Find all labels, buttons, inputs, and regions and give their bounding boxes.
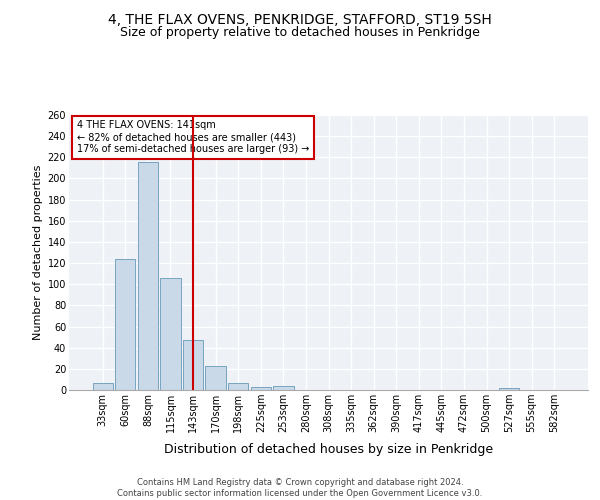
- Text: Size of property relative to detached houses in Penkridge: Size of property relative to detached ho…: [120, 26, 480, 39]
- Text: 4 THE FLAX OVENS: 141sqm
← 82% of detached houses are smaller (443)
17% of semi-: 4 THE FLAX OVENS: 141sqm ← 82% of detach…: [77, 120, 309, 154]
- Bar: [228, 382, 248, 390]
- Bar: [499, 388, 519, 390]
- Bar: [160, 278, 181, 390]
- Bar: [138, 162, 158, 390]
- Text: 4, THE FLAX OVENS, PENKRIDGE, STAFFORD, ST19 5SH: 4, THE FLAX OVENS, PENKRIDGE, STAFFORD, …: [108, 12, 492, 26]
- Bar: [205, 366, 226, 390]
- Text: Distribution of detached houses by size in Penkridge: Distribution of detached houses by size …: [164, 442, 493, 456]
- Bar: [251, 387, 271, 390]
- Text: Contains HM Land Registry data © Crown copyright and database right 2024.
Contai: Contains HM Land Registry data © Crown c…: [118, 478, 482, 498]
- Bar: [183, 340, 203, 390]
- Bar: [273, 386, 293, 390]
- Bar: [92, 382, 113, 390]
- Bar: [115, 259, 136, 390]
- Y-axis label: Number of detached properties: Number of detached properties: [34, 165, 43, 340]
